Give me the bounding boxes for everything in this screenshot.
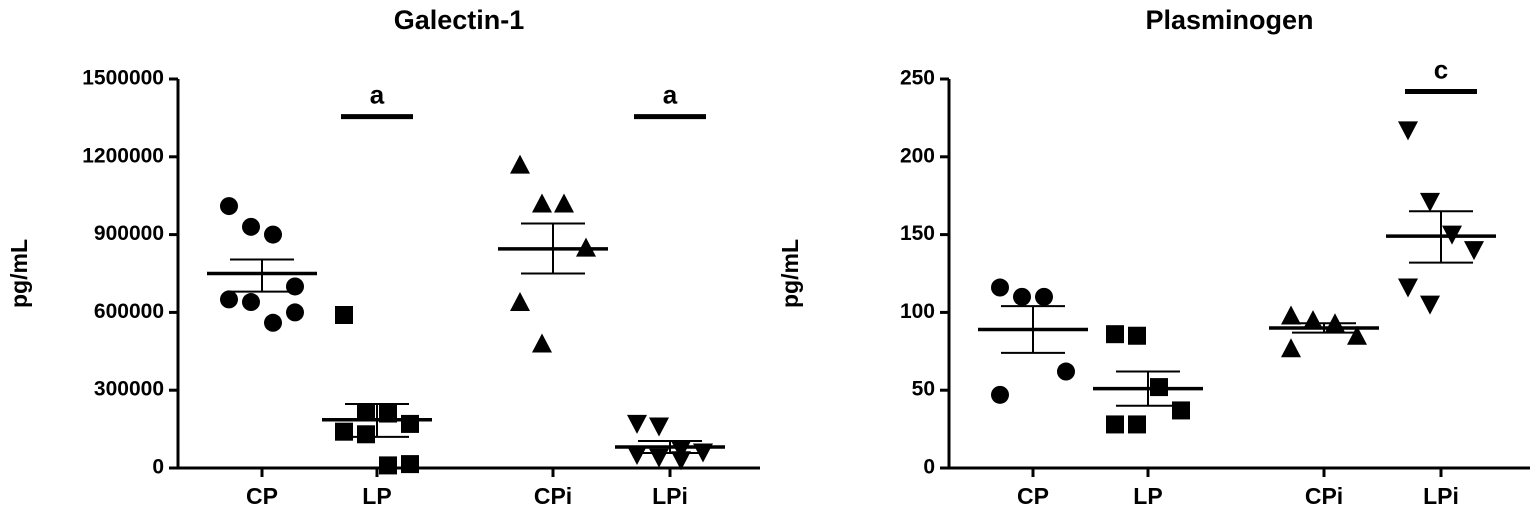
point [510,292,530,312]
point [1398,278,1418,298]
y-tick-label: 150 [900,222,935,245]
point [671,451,691,471]
point [286,303,304,322]
point [649,417,669,437]
point [1464,241,1484,261]
point [335,422,353,441]
point [991,385,1009,404]
point [627,446,647,466]
x-tick-label: CP [1017,483,1049,509]
y-tick-label: 1500000 [82,67,164,90]
point [649,448,669,468]
x-tick-label: CPi [1305,483,1343,509]
point [335,305,353,324]
x-tick-label: CPi [534,483,572,509]
point [532,193,552,213]
y-tick-label: 0 [152,456,164,479]
point [1128,326,1146,345]
significance-label: a [663,79,678,109]
point [1347,325,1367,345]
y-axis-label: pg/mL [6,239,32,308]
y-tick-label: 300000 [94,378,164,401]
y-tick-label: 900000 [94,222,164,245]
point [357,403,375,422]
significance-label: a [370,79,385,109]
y-axis-label: pg/mL [777,239,803,308]
point [554,193,574,213]
point [510,154,530,174]
point [1035,287,1053,306]
point [1281,338,1301,358]
point [627,414,647,434]
point [401,414,419,433]
significance-label: c [1434,54,1448,84]
point [357,425,375,444]
point [379,456,397,475]
point [1420,192,1440,212]
x-tick-label: LPi [652,483,688,509]
y-tick-label: 0 [923,456,935,479]
point [264,313,282,332]
point [220,197,238,216]
point [1303,310,1323,330]
point [1106,325,1124,344]
point [1057,362,1075,381]
point [264,225,282,244]
point [401,455,419,474]
y-tick-label: 200 [900,144,935,167]
point [991,278,1009,297]
y-tick-label: 1200000 [82,144,164,167]
y-tick-label: 50 [912,378,935,401]
x-tick-label: CP [246,483,278,509]
chart-title: Plasminogen [1145,5,1313,35]
point [1420,295,1440,315]
y-tick-label: 250 [900,67,935,90]
point [286,277,304,296]
point [1398,121,1418,141]
x-tick-label: LP [362,483,391,509]
point [576,237,596,257]
point [1281,305,1301,325]
point [242,217,260,236]
x-tick-label: LPi [1423,483,1459,509]
point [1013,287,1031,306]
y-tick-label: 100 [900,300,935,323]
point [1172,401,1190,420]
point [1128,415,1146,434]
chart-title: Galectin-1 [394,5,525,35]
point [532,333,552,353]
point [220,290,238,309]
y-tick-label: 600000 [94,300,164,323]
point [242,293,260,312]
x-tick-label: LP [1133,483,1162,509]
point [1106,415,1124,434]
